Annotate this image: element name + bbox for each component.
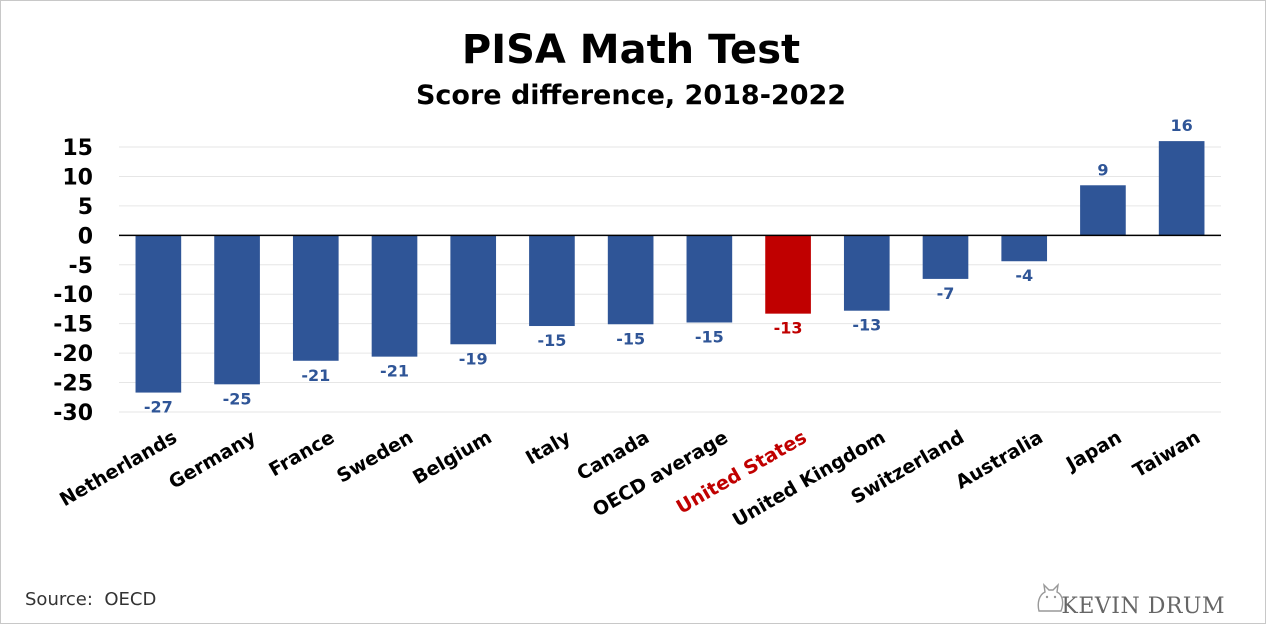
y-tick-label: -5 bbox=[69, 254, 93, 279]
data-label: -4 bbox=[1015, 266, 1033, 285]
bar bbox=[843, 235, 890, 311]
data-label: -25 bbox=[223, 389, 252, 408]
x-tick-label: Sweden bbox=[333, 426, 417, 487]
data-label: -27 bbox=[144, 398, 173, 417]
y-tick-label: -15 bbox=[53, 313, 93, 338]
data-label: -15 bbox=[616, 329, 645, 348]
bar bbox=[450, 235, 497, 345]
bar bbox=[529, 235, 575, 327]
cat-logo-icon bbox=[1037, 583, 1064, 612]
y-tick-label: -25 bbox=[53, 372, 93, 397]
x-tick-label: France bbox=[265, 426, 338, 481]
bar bbox=[371, 235, 418, 357]
bar bbox=[1158, 141, 1205, 236]
data-label: -15 bbox=[695, 327, 724, 346]
bar bbox=[135, 235, 182, 393]
bar bbox=[607, 235, 654, 325]
y-tick-label: -20 bbox=[53, 342, 93, 367]
gridlines bbox=[119, 146, 1221, 413]
x-tick-label: Japan bbox=[1061, 426, 1126, 476]
data-label: -19 bbox=[459, 349, 488, 368]
x-tick-label: Netherlands bbox=[56, 426, 181, 511]
x-tick-label: OECD average bbox=[589, 426, 732, 521]
brand-name: KEVIN DRUM bbox=[1061, 594, 1225, 619]
x-tick-label: Germany bbox=[165, 426, 260, 494]
bar bbox=[922, 235, 969, 279]
data-label: -15 bbox=[537, 331, 566, 350]
y-tick-label: 15 bbox=[62, 136, 93, 161]
data-label: -13 bbox=[852, 316, 881, 335]
x-tick-label: Taiwan bbox=[1129, 426, 1204, 482]
y-tick-label: 0 bbox=[78, 224, 93, 249]
data-labels: -27 -25 -21 -21 -19 -15 -15 -15 -13 -13 -7 -4 9 16 bbox=[144, 116, 1193, 416]
bars bbox=[135, 141, 1205, 393]
source-note: Source: OECD bbox=[25, 589, 156, 610]
y-tick-label: -10 bbox=[53, 283, 93, 308]
data-label: -13 bbox=[774, 319, 803, 338]
chart-title: PISA Math Test bbox=[462, 27, 800, 73]
data-label: -21 bbox=[301, 366, 330, 385]
y-axis-ticks: 15 10 5 0 -5 -10 -15 -20 -25 -30 bbox=[53, 136, 93, 426]
bar bbox=[214, 235, 260, 385]
bar bbox=[1001, 235, 1048, 262]
source-text: Source: OECD bbox=[25, 589, 157, 610]
y-tick-label: 10 bbox=[62, 165, 93, 190]
x-tick-label: Australia bbox=[952, 426, 1047, 493]
x-tick-label: Belgium bbox=[409, 426, 496, 489]
bar bbox=[292, 235, 339, 361]
data-label: -7 bbox=[937, 284, 955, 303]
chart-subtitle: Score difference, 2018-2022 bbox=[416, 80, 846, 111]
bar bbox=[686, 235, 733, 323]
bar bbox=[1080, 185, 1126, 236]
data-label: -21 bbox=[380, 362, 409, 381]
y-tick-label: -30 bbox=[53, 401, 93, 426]
bar bbox=[765, 235, 811, 314]
data-label: 9 bbox=[1097, 160, 1108, 179]
x-tick-label: Italy bbox=[522, 426, 575, 469]
brand-logo: KEVIN DRUM bbox=[1033, 581, 1225, 619]
y-tick-label: 5 bbox=[78, 195, 93, 220]
data-label: 16 bbox=[1171, 116, 1193, 135]
